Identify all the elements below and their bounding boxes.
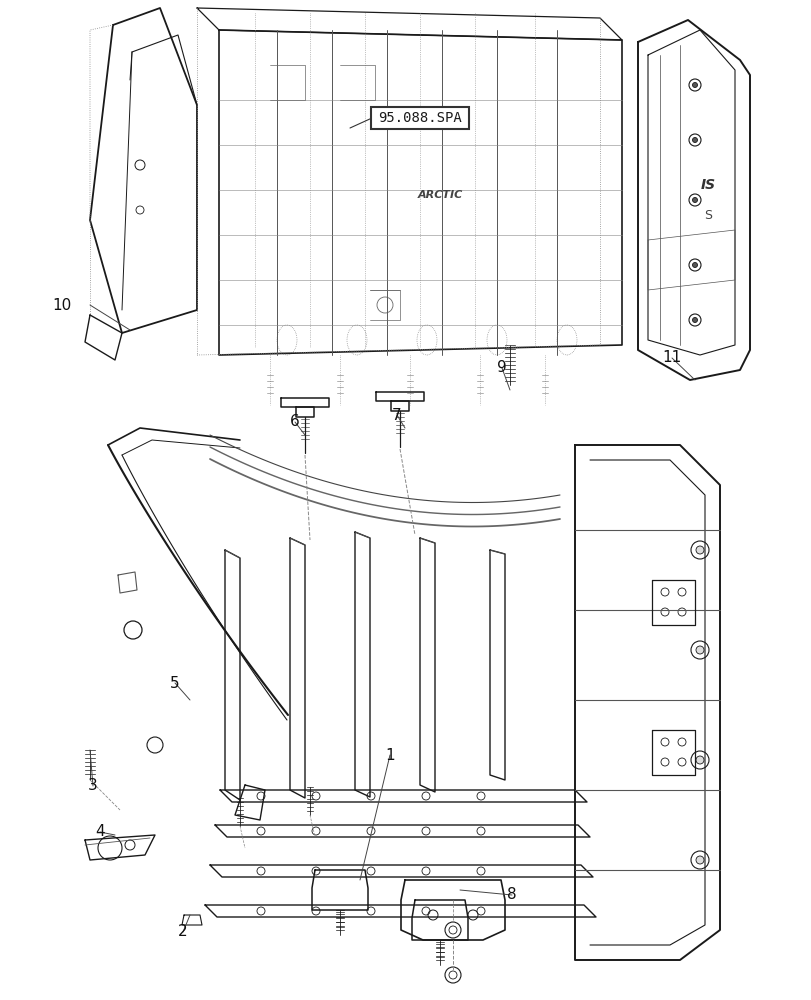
Text: 6: 6 <box>290 414 299 430</box>
Text: 9: 9 <box>496 360 506 375</box>
Text: 7: 7 <box>392 408 401 422</box>
FancyBboxPatch shape <box>371 107 469 129</box>
Text: 1: 1 <box>384 747 394 762</box>
Text: ARCTIC: ARCTIC <box>417 190 462 200</box>
Circle shape <box>695 756 703 764</box>
Text: 4: 4 <box>95 824 105 839</box>
Text: IS: IS <box>700 178 714 192</box>
Circle shape <box>692 262 697 267</box>
Text: 3: 3 <box>88 778 98 793</box>
Text: 10: 10 <box>53 298 71 312</box>
Circle shape <box>695 546 703 554</box>
Circle shape <box>692 198 697 203</box>
Text: 8: 8 <box>507 888 516 902</box>
Text: 2: 2 <box>178 924 187 939</box>
Text: 95.088.SPA: 95.088.SPA <box>378 111 461 125</box>
Text: S: S <box>703 209 711 222</box>
Text: 11: 11 <box>662 351 680 365</box>
Circle shape <box>695 646 703 654</box>
Circle shape <box>692 83 697 88</box>
Text: 5: 5 <box>170 676 179 690</box>
Circle shape <box>695 856 703 864</box>
Circle shape <box>692 138 697 143</box>
Circle shape <box>692 318 697 322</box>
